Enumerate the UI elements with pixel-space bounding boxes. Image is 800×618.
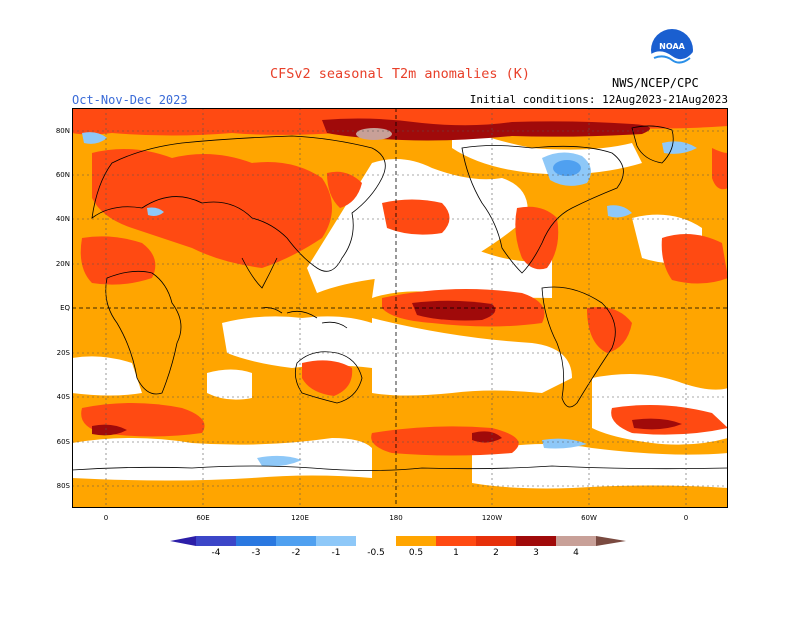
lat-label-60n: 60N (55, 171, 70, 179)
lat-label-80n: 80N (55, 127, 70, 135)
map-frame (72, 108, 728, 508)
lat-label-20n: 20N (55, 260, 70, 268)
colorbar-label: 2 (493, 548, 499, 558)
season-label: Oct-Nov-Dec 2023 (72, 93, 188, 107)
lon-label-120w: 120W (481, 514, 503, 522)
colorbar-arrow-left (170, 536, 196, 546)
colorbar-arrow-right (596, 536, 626, 546)
lat-label-eq: EQ (60, 304, 70, 312)
lat-label-20s: 20S (56, 349, 70, 357)
colorbar-label: -4 (211, 548, 221, 558)
initial-conditions-label: Initial conditions: 12Aug2023-21Aug2023 (469, 93, 728, 106)
graticule (72, 108, 728, 508)
colorbar-label: -3 (251, 548, 261, 558)
lat-label-60s: 60S (56, 438, 70, 446)
noaa-logo: NOAA (651, 29, 694, 72)
map-title: CFSv2 seasonal T2m anomalies (K) (269, 66, 531, 82)
lon-label-0: 0 (103, 514, 109, 522)
cold-regions (553, 160, 581, 176)
moderate-warm-regions (72, 108, 728, 456)
colorbar-label: 0.5 (408, 548, 424, 558)
lon-label-0-east: 0 (683, 514, 689, 522)
lon-label-180: 180 (389, 514, 403, 522)
lon-label-60w: 60W (581, 514, 597, 522)
agency-label: NWS/NCEP/CPC (612, 76, 699, 90)
colorbar-label: -0.5 (367, 548, 385, 558)
colorbar (170, 536, 626, 546)
strong-warm-regions (92, 118, 682, 443)
colorbar-label: 4 (573, 548, 579, 558)
extreme-warm-regions (356, 128, 392, 140)
lat-label-80s: 80S (56, 482, 70, 490)
lon-label-120e: 120E (291, 514, 309, 522)
lat-label-40s: 40S (56, 393, 70, 401)
colorbar-label: 3 (533, 548, 539, 558)
colorbar-label: -2 (291, 548, 301, 558)
anomaly-map (72, 108, 728, 508)
colorbar-label: -1 (331, 548, 341, 558)
logo-text: NOAA (659, 42, 685, 51)
colorbar-label: 1 (453, 548, 459, 558)
equator-dateline (72, 108, 728, 508)
coastlines (72, 125, 728, 471)
lat-label-40n: 40N (55, 215, 70, 223)
lon-label-60e: 60E (196, 514, 210, 522)
